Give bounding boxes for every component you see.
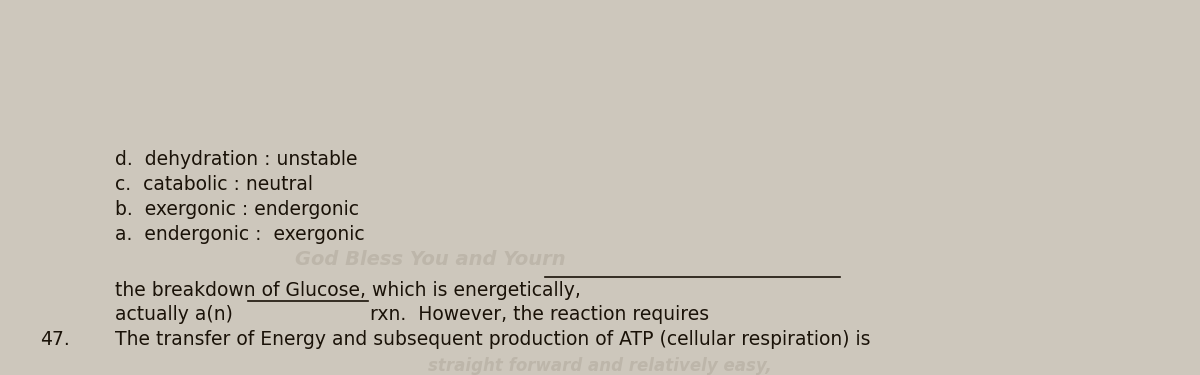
Text: The transfer of Energy and subsequent production of ATP (cellular respiration) i: The transfer of Energy and subsequent pr… <box>115 330 870 349</box>
Text: d.  dehydration : unstable: d. dehydration : unstable <box>115 150 358 169</box>
Text: straight forward and relatively easy,: straight forward and relatively easy, <box>428 357 772 375</box>
Text: a.  endergonic :  exergonic: a. endergonic : exergonic <box>115 225 365 244</box>
Text: rxn.  However, the reaction requires: rxn. However, the reaction requires <box>370 305 709 324</box>
Text: c.  catabolic : neutral: c. catabolic : neutral <box>115 175 313 194</box>
Text: the breakdown of Glucose, which is energetically,: the breakdown of Glucose, which is energ… <box>115 281 581 300</box>
Text: 47.: 47. <box>40 330 70 349</box>
Text: God Bless You and Yourn: God Bless You and Yourn <box>295 250 565 269</box>
Text: actually a(n): actually a(n) <box>115 305 233 324</box>
Text: b.  exergonic : endergonic: b. exergonic : endergonic <box>115 200 359 219</box>
